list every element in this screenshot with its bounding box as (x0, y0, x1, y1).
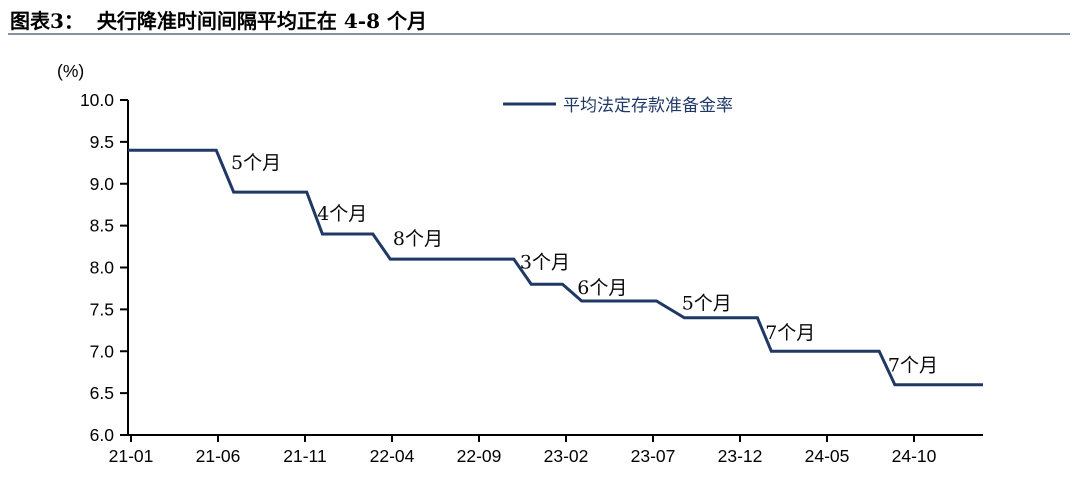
y-axis-unit-label: (%) (57, 61, 84, 81)
interval-annotation: 7个月 (888, 355, 938, 377)
y-tick-label: 9.5 (90, 132, 114, 152)
y-tick-label: 8.0 (90, 258, 115, 278)
y-tick-label: 8.5 (90, 216, 114, 236)
figure-title: 央行降准时间间隔平均正在 4-8 个月 (96, 9, 427, 33)
x-tick-label: 23-07 (631, 446, 676, 466)
x-tick-label: 23-02 (544, 446, 589, 466)
x-tick-label: 24-10 (892, 446, 937, 466)
y-tick-label: 7.0 (90, 341, 115, 361)
interval-annotation: 7个月 (765, 322, 815, 344)
x-tick-label: 21-01 (109, 446, 154, 466)
x-tick-label: 21-11 (283, 446, 326, 466)
x-tick-label: 22-09 (457, 446, 502, 466)
y-tick-label: 6.5 (90, 383, 114, 403)
interval-annotation: 5个月 (231, 152, 281, 174)
interval-annotation: 5个月 (682, 293, 732, 315)
figure-number: 图表3： (10, 9, 84, 33)
interval-annotation: 8个月 (393, 228, 443, 250)
interval-annotation: 4个月 (317, 203, 367, 225)
x-tick-label: 22-04 (370, 446, 415, 466)
interval-annotation: 6个月 (577, 277, 627, 299)
rrr-step-chart: 平均法定存款准备金率 10.09.59.08.58.07.57.06.56.02… (57, 61, 983, 466)
legend-label: 平均法定存款准备金率 (563, 96, 733, 116)
interval-annotation: 3个月 (520, 252, 570, 274)
y-tick-label: 6.0 (90, 425, 115, 445)
y-tick-label: 7.5 (90, 299, 114, 319)
x-tick-label: 21-06 (196, 446, 241, 466)
title-divider (8, 33, 1070, 35)
x-tick-label: 23-12 (718, 446, 763, 466)
y-tick-label: 10.0 (80, 90, 114, 110)
x-tick-label: 24-05 (805, 446, 850, 466)
y-tick-label: 9.0 (90, 174, 115, 194)
figure-header: 图表3： 央行降准时间间隔平均正在 4-8 个月 (10, 5, 427, 34)
rrr-step-line (128, 148, 983, 387)
